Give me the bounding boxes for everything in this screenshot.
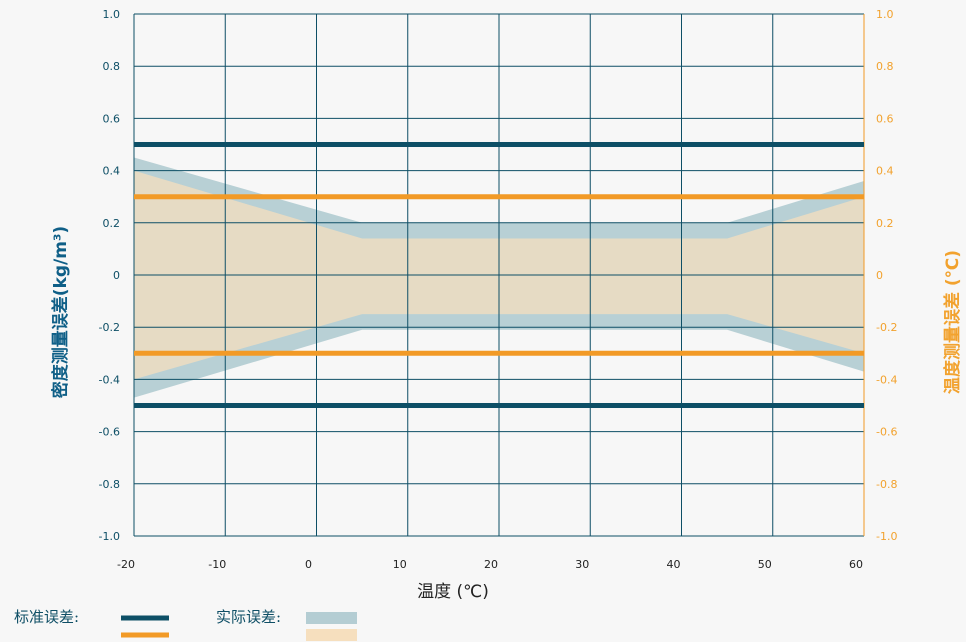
y-tick-label-left: -0.4 [99, 373, 120, 386]
x-tick-label: 20 [484, 558, 498, 571]
x-axis-label: 温度 (℃) [417, 582, 489, 602]
grid-lines [134, 14, 864, 536]
x-tick-label: 60 [849, 558, 863, 571]
y-tick-label-right: 0.6 [876, 112, 894, 125]
y-tick-label-left: -0.6 [99, 426, 120, 439]
x-tick-label: 50 [758, 558, 772, 571]
y-tick-label-right: 0 [876, 269, 883, 282]
y-axis-label-right: 温度测量误差 (℃) [942, 250, 963, 394]
legend: 标准误差: 实际误差: [14, 608, 357, 641]
y-tick-label-left: -0.8 [99, 478, 120, 491]
y-tick-label-right: -0.2 [876, 321, 897, 334]
y-tick-label-left: 0 [113, 269, 120, 282]
legend-actual-density-swatch [306, 612, 357, 624]
y-tick-label-left: 0.4 [103, 165, 121, 178]
y-tick-label-right: 0.2 [876, 217, 894, 230]
y-tick-label-left: 0.8 [103, 60, 121, 73]
y-tick-label-left: 1.0 [103, 8, 121, 21]
x-tick-label: -10 [208, 558, 226, 571]
y-axis-label-left: 密度测量误差(kg/m³) [50, 226, 71, 398]
x-tick-label: 10 [393, 558, 407, 571]
y-tick-label-right: -0.8 [876, 478, 897, 491]
legend-actual-label: 实际误差: [216, 608, 281, 626]
x-tick-label: 40 [667, 558, 681, 571]
x-tick-label: 0 [305, 558, 312, 571]
y-tick-label-left: -1.0 [99, 530, 120, 543]
y-tick-label-left: -0.2 [99, 321, 120, 334]
y-tick-label-right: 0.8 [876, 60, 894, 73]
y-tick-label-right: -1.0 [876, 530, 897, 543]
y-tick-label-right: 1.0 [876, 8, 894, 21]
y-tick-label-left: 0.6 [103, 112, 121, 125]
x-tick-label: 30 [575, 558, 589, 571]
y-tick-label-left: 0.2 [103, 217, 121, 230]
y-tick-label-right: 0.4 [876, 165, 894, 178]
legend-actual-temperature-swatch [306, 629, 357, 641]
y-tick-label-right: -0.6 [876, 426, 897, 439]
legend-standard-label: 标准误差: [14, 608, 79, 626]
x-tick-label: -20 [117, 558, 135, 571]
y-tick-label-right: -0.4 [876, 373, 897, 386]
